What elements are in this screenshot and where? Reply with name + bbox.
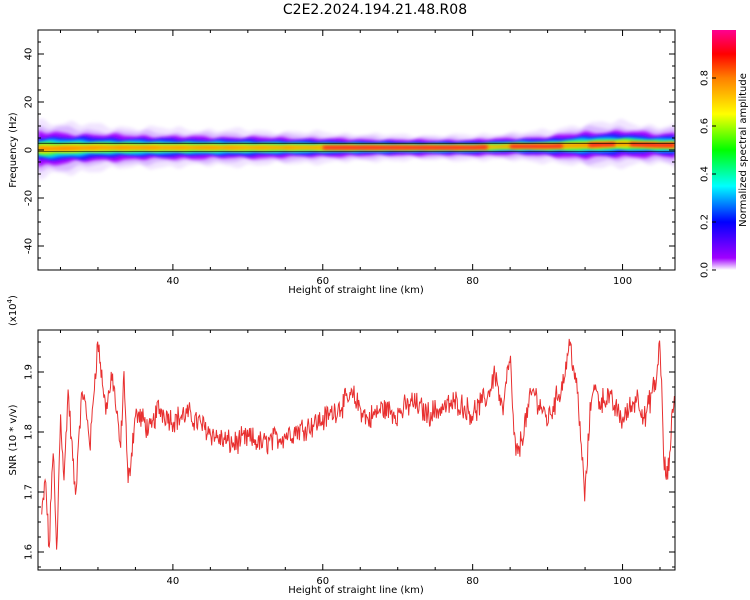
x-tick-label: 80 <box>466 276 479 287</box>
x-tick-label: 60 <box>316 276 329 287</box>
spectrogram-xlabel: Height of straight line (km) <box>288 285 424 296</box>
snr-line <box>41 338 675 550</box>
y-tick-label: 20 <box>24 96 35 109</box>
spectrogram-core <box>510 144 563 149</box>
x-tick-label: 40 <box>167 576 180 587</box>
y-tick-label: -20 <box>24 190 35 206</box>
spectrogram-ylabel: Frequency (Hz) <box>8 112 19 188</box>
y-tick-label: -40 <box>24 238 35 254</box>
colorbar-tick-label: 0.8 <box>700 70 711 86</box>
spectrogram-panel: 40 60 80 100 -40 -20 0 20 40 Height of straight … <box>8 29 676 296</box>
y-tick-label: 40 <box>24 48 35 61</box>
x-tick-label: 40 <box>167 276 180 287</box>
snr-frame <box>37 329 676 571</box>
x-tick-label: 100 <box>613 576 632 587</box>
x-tick-label: 100 <box>613 276 632 287</box>
spectrogram-heatmap <box>38 118 675 180</box>
colorbar-tick-label: 0.2 <box>700 214 711 230</box>
colorbar-gradient <box>712 30 736 270</box>
snr-xlabel: Height of straight line (km) <box>288 585 424 596</box>
snr-ticks: 40 60 80 100 1.6 1.7 1.8 1.9 <box>24 330 675 587</box>
colorbar-ticks: 0.0 0.2 0.4 0.6 0.8 <box>700 70 716 278</box>
colorbar: 0.0 0.2 0.4 0.6 0.8 Normalized spectral ampl… <box>700 30 749 278</box>
y-tick-label: 0 <box>24 147 35 153</box>
colorbar-tick-label: 0.6 <box>700 118 711 134</box>
y-tick-label: 1.6 <box>24 544 35 560</box>
spectrogram-core <box>322 145 488 150</box>
spectrogram-ticks: 40 60 80 100 -40 -20 0 20 40 <box>24 29 675 287</box>
y-tick-label: 1.7 <box>24 484 35 500</box>
snr-ylabel: SNR (10 * v/v) <box>8 404 19 475</box>
colorbar-label: Normalized spectral amplitude <box>738 73 749 227</box>
x-tick-label: 80 <box>466 576 479 587</box>
snr-multiplier: (x104) <box>6 295 19 326</box>
x-tick-label: 60 <box>316 576 329 587</box>
y-tick-label: 1.9 <box>24 364 35 380</box>
colorbar-tick-label: 0.4 <box>700 166 711 182</box>
snr-panel: 40 60 80 100 1.6 1.7 1.8 1.9 Height of straight… <box>6 295 676 596</box>
colorbar-tick-label: 0.0 <box>700 262 711 278</box>
y-tick-label: 1.8 <box>24 424 35 440</box>
chart-title: C2E2.2024.194.21.48.R08 <box>282 2 468 18</box>
